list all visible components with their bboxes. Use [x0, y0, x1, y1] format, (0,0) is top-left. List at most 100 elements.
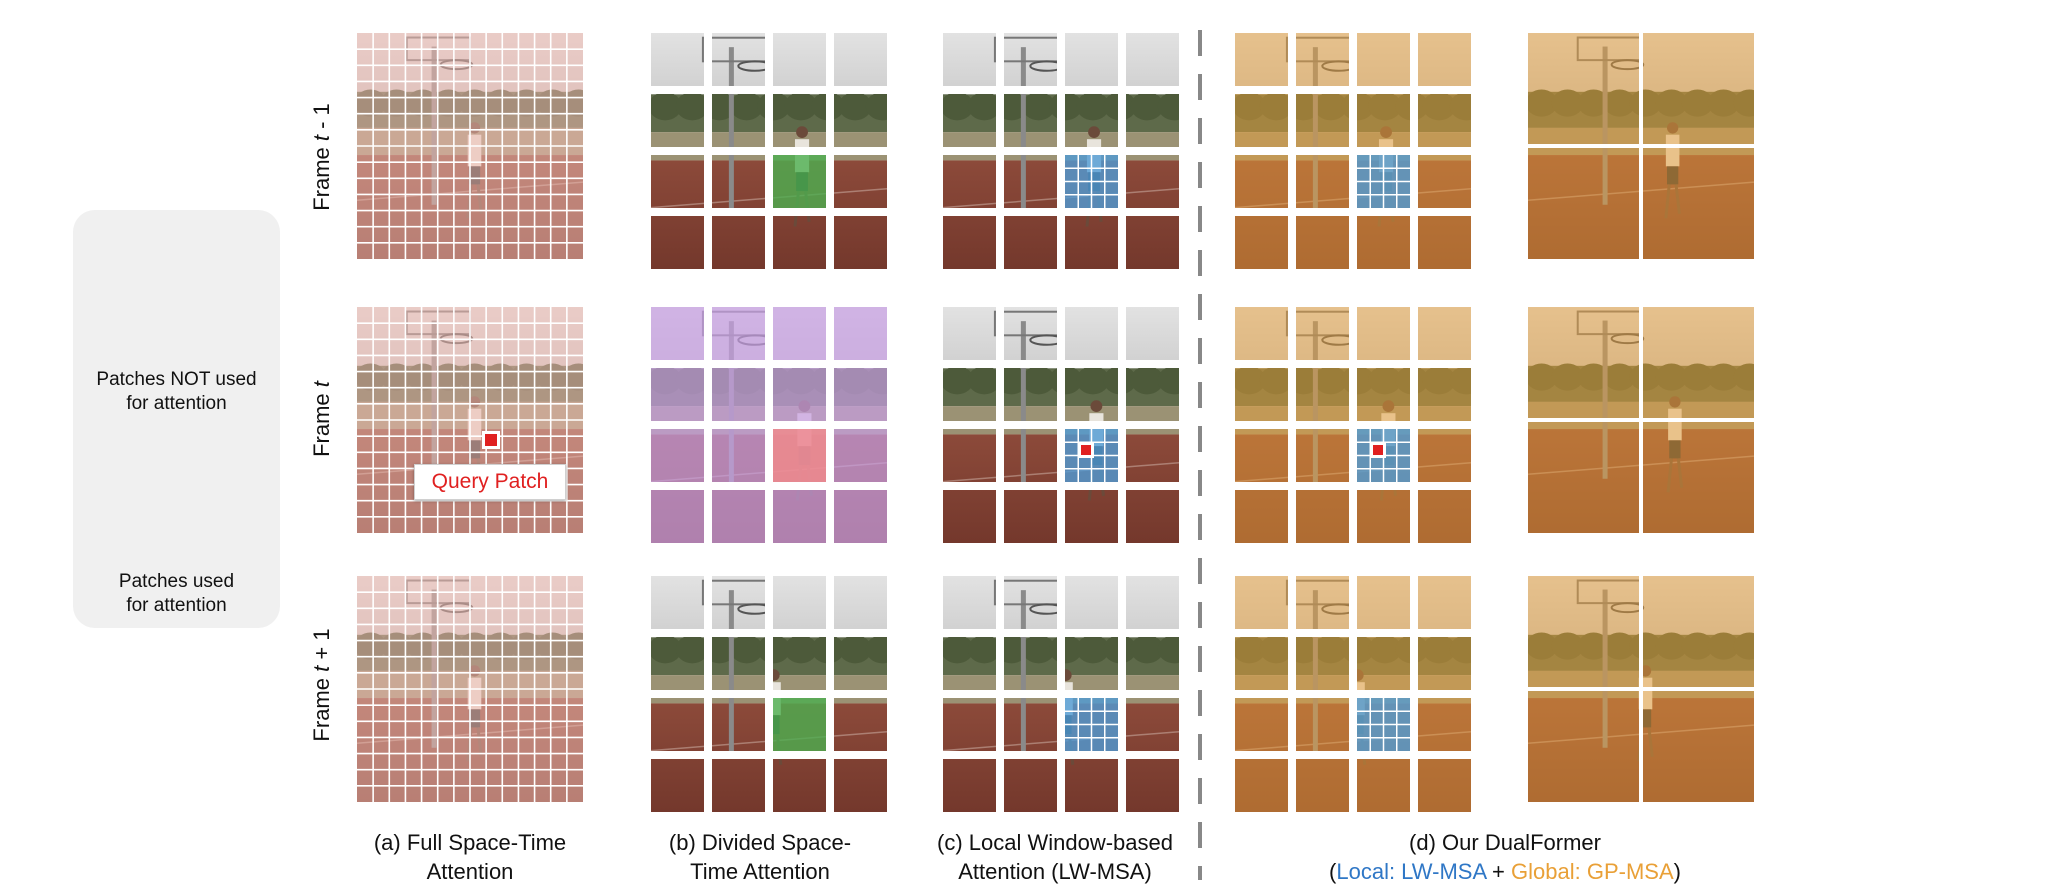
dual-patch — [1296, 33, 1349, 86]
divided-patch — [834, 216, 887, 269]
local-patch — [1065, 490, 1118, 543]
global-patch — [1643, 422, 1754, 533]
local-patch — [943, 94, 996, 147]
local-patch — [943, 216, 996, 269]
local-patch — [1004, 94, 1057, 147]
divided-patch — [773, 94, 826, 147]
dual-patch — [1235, 216, 1288, 269]
local-patch — [1126, 637, 1179, 690]
divided-patch — [834, 368, 887, 421]
dual-patch — [1357, 576, 1410, 629]
dual-patch — [1296, 216, 1349, 269]
divided-patch — [834, 576, 887, 629]
row-label-frame-current: Frame t — [309, 381, 334, 457]
local-patch — [1065, 637, 1118, 690]
local-patch — [1065, 33, 1118, 86]
local-patch — [1126, 490, 1179, 543]
local-patch — [1004, 637, 1057, 690]
local-patch — [1004, 429, 1057, 482]
divided-patch — [773, 368, 826, 421]
divided-patch — [712, 307, 765, 360]
divided-patch — [834, 637, 887, 690]
divided-patch — [651, 33, 704, 86]
local-patch — [1004, 368, 1057, 421]
dual-patch — [1357, 429, 1410, 482]
full-attention-frame-2 — [357, 576, 583, 802]
dual-patch — [1235, 33, 1288, 86]
dual-patch — [1296, 576, 1349, 629]
dual-patch — [1418, 698, 1471, 751]
dual-patch — [1235, 759, 1288, 812]
dual-patch — [1357, 759, 1410, 812]
dual-patch — [1296, 637, 1349, 690]
divided-patch — [834, 429, 887, 482]
divided-patch — [773, 576, 826, 629]
dual-patch — [1418, 216, 1471, 269]
divided-patch — [651, 698, 704, 751]
local-patch — [943, 576, 996, 629]
local-patch — [1065, 155, 1118, 208]
caption-d-local: Local: LW-MSA — [1336, 859, 1486, 884]
caption-a: (a) Full Space-Time Attention — [373, 830, 567, 884]
local-patch — [1004, 698, 1057, 751]
global-patch — [1643, 307, 1754, 418]
divided-patch — [712, 94, 765, 147]
dual-patch — [1296, 429, 1349, 482]
divided-patch — [712, 576, 765, 629]
dual-patch — [1235, 576, 1288, 629]
local-patch — [943, 490, 996, 543]
divided-patch — [834, 155, 887, 208]
caption-b: (b) Divided Space- Time Attention — [668, 830, 852, 884]
divided-patch — [651, 429, 704, 482]
caption-d-global: Global: GP-MSA — [1511, 859, 1674, 884]
local-patch — [1126, 368, 1179, 421]
legend-used-label-2: for attention — [126, 595, 227, 616]
dual-patch — [1357, 216, 1410, 269]
divided-patch — [773, 698, 826, 751]
local-patch — [1004, 307, 1057, 360]
dual-patch — [1296, 368, 1349, 421]
local-patch — [1065, 759, 1118, 812]
local-patch — [1126, 94, 1179, 147]
dual-patch — [1235, 490, 1288, 543]
query-patch-label: Query Patch — [414, 464, 566, 500]
local-patch — [943, 698, 996, 751]
divided-patch — [651, 155, 704, 208]
dual-patch — [1296, 490, 1349, 543]
local-patch — [1065, 429, 1118, 482]
global-patch — [1643, 576, 1754, 687]
divided-patch — [834, 94, 887, 147]
dual-patch — [1418, 637, 1471, 690]
local-patch — [1126, 155, 1179, 208]
legend-not-used-label-1: Patches NOT used — [96, 369, 257, 390]
divided-patch — [773, 490, 826, 543]
global-patch — [1528, 422, 1639, 533]
local-patch — [943, 429, 996, 482]
full-attention-frame-0 — [357, 33, 583, 259]
divided-patch — [834, 490, 887, 543]
local-patch — [1126, 429, 1179, 482]
divided-patch — [651, 94, 704, 147]
divided-patch — [651, 490, 704, 543]
divided-patch — [712, 490, 765, 543]
local-patch — [1126, 307, 1179, 360]
divided-patch — [651, 307, 704, 360]
caption-d: (d) Our DualFormer (Local: LW-MSA + Globa… — [1329, 830, 1681, 884]
dual-patch — [1296, 698, 1349, 751]
dual-patch — [1235, 155, 1288, 208]
dual-patch — [1357, 368, 1410, 421]
dual-patch — [1418, 307, 1471, 360]
legend-used-label-1: Patches used — [118, 571, 235, 592]
local-patch — [1065, 94, 1118, 147]
dual-patch — [1296, 307, 1349, 360]
divided-patch — [651, 759, 704, 812]
global-patch — [1528, 33, 1639, 144]
local-patch — [1065, 216, 1118, 269]
legend-not-used-label-2: for attention — [126, 393, 227, 414]
local-patch — [1065, 698, 1118, 751]
local-patch — [1004, 155, 1057, 208]
divided-patch — [773, 33, 826, 86]
divided-patch — [712, 759, 765, 812]
divided-patch — [773, 429, 826, 482]
